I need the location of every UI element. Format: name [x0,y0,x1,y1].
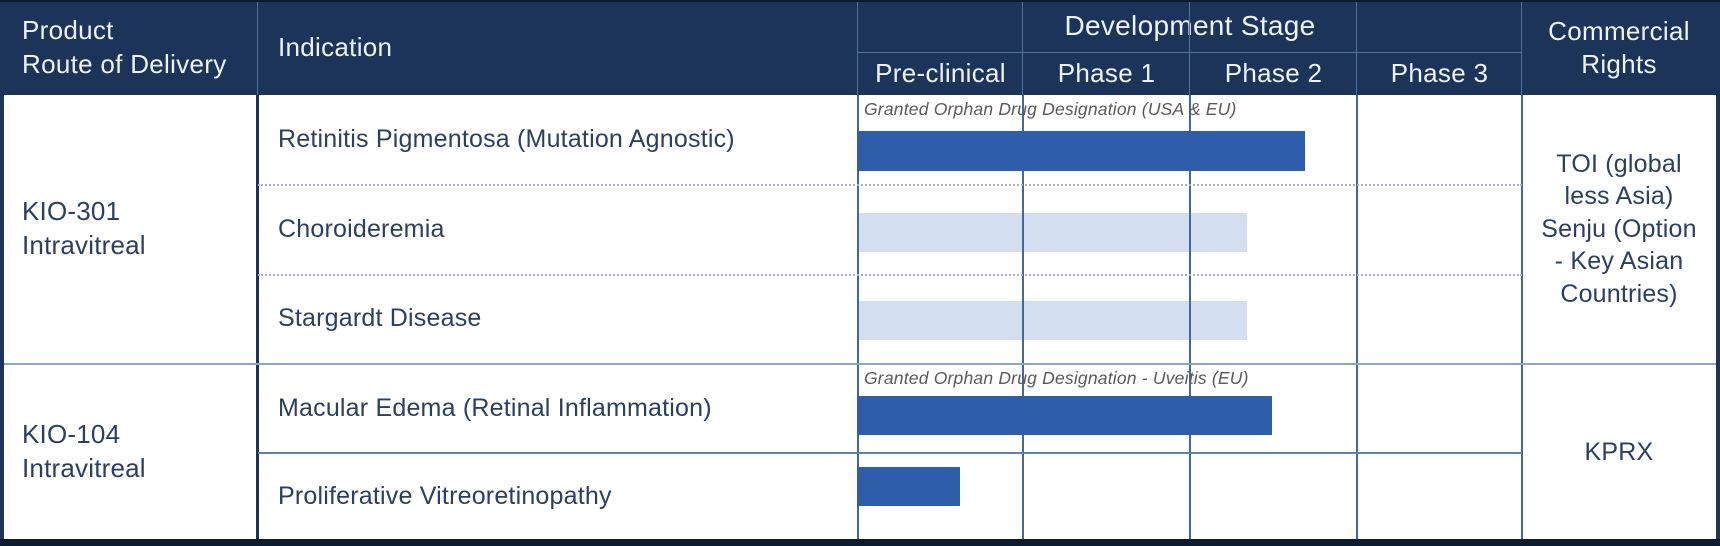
product-route: Intravitreal [22,230,146,260]
indication-retinitis: Retinitis Pigmentosa (Mutation Agnostic) [278,125,735,153]
header-divider [1022,0,1023,95]
header-indication: Indication [278,32,393,62]
commercial-rights-kio104: KPRX [1584,437,1654,466]
header-divider [1356,0,1357,95]
pipeline-bar [857,131,1305,171]
header-divider [1189,0,1190,95]
gridline-vertical-preclinical [857,95,859,540]
product-cell-kio104: KIO-104 Intravitreal [4,365,256,539]
row-separator-solid [258,452,1522,454]
header-product-route: Product Route of Delivery [4,0,272,95]
commercial-rights-kio301: TOI (global less Asia) Senju (Option - K… [1541,149,1697,308]
header-development-stage: Development Stage [1064,10,1316,41]
table-border-bottom [0,539,1720,546]
gridline-vertical-phase3 [1356,95,1358,540]
header-commercial-rights: Commercial Rights [1548,16,1690,79]
header-product-line2: Route of Delivery [22,48,227,79]
header-stage-phase2: Phase 2 [1224,58,1323,88]
row-separator-dotted [258,184,1522,186]
row-separator-dotted [258,274,1522,276]
pipeline-bar [857,213,1247,252]
indication-macular-edema: Macular Edema (Retinal Inflammation) [278,394,712,422]
header-product-line1: Product [22,15,114,46]
product-column-divider [256,95,259,540]
indication-stargardt: Stargardt Disease [278,304,482,332]
gridline-vertical-commercial [1521,95,1523,540]
table-header-band [0,0,1720,95]
indication-choroideremia: Choroideremia [278,214,445,243]
table-border-right [1716,0,1720,546]
pipeline-bar [857,301,1247,340]
product-cell-kio301: KIO-301 Intravitreal [4,95,256,363]
orphan-designation-note: Granted Orphan Drug Designation - Uveiti… [864,368,1249,388]
table-border-top [0,0,1720,2]
header-stage-phase1: Phase 1 [1057,58,1156,88]
product-name: KIO-301 [22,196,121,227]
header-stage-split-line [858,52,1522,53]
pipeline-bar [857,467,960,506]
orphan-designation-note: Granted Orphan Drug Designation (USA & E… [864,99,1237,119]
header-stage-phase3: Phase 3 [1390,58,1489,88]
gridline-vertical-phase2 [1189,95,1191,540]
table-border-left [0,0,4,546]
gridline-vertical-phase1 [1022,95,1024,540]
header-stage-preclinical: Pre-clinical [875,58,1006,88]
product-name: KIO-104 [22,419,121,450]
product-route: Intravitreal [22,453,146,483]
pipeline-bar [857,396,1272,435]
header-divider [857,0,858,95]
product-group-separator [0,363,1720,365]
indication-proliferative-vitreoretinopathy: Proliferative Vitreoretinopathy [278,482,612,510]
header-divider [257,0,258,95]
header-divider [1521,0,1522,95]
